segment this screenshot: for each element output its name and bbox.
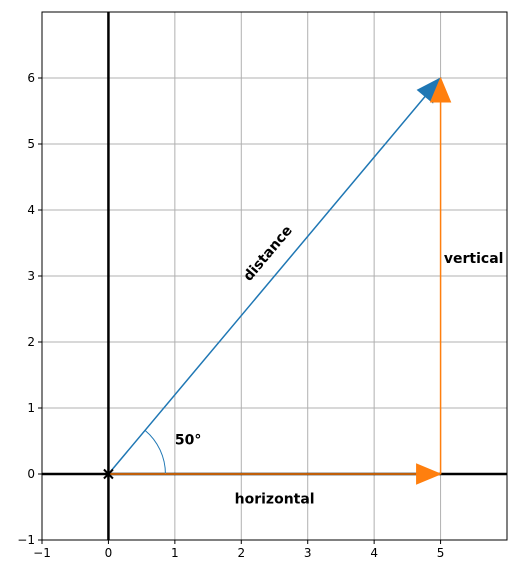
y-tick-label-6: 5 [27,137,35,151]
horizontal-arrowhead [417,464,441,484]
x-tick-label-5: 4 [370,546,378,560]
y-tick-label-5: 4 [27,203,35,217]
y-tick-label-7: 6 [27,71,35,85]
y-tick-label-2: 1 [27,401,35,415]
distance-line [108,96,425,474]
horizontal-label: horizontal [235,492,315,508]
x-tick-label-6: 5 [437,546,445,560]
vertical-label: vertical [444,251,504,267]
y-tick-label-3: 2 [27,335,35,349]
x-tick-label-4: 3 [304,546,312,560]
distance-label: distance [240,223,295,285]
x-tick-label-1: 0 [105,546,113,560]
x-tick-label-2: 1 [171,546,179,560]
y-tick-label-1: 0 [27,467,35,481]
y-tick-label-4: 3 [27,269,35,283]
x-tick-label-3: 2 [237,546,245,560]
angle-arc [145,430,165,474]
y-tick-label-0: −1 [17,533,35,547]
x-tick-label-0: −1 [33,546,51,560]
angle-label: 50° [175,432,201,448]
